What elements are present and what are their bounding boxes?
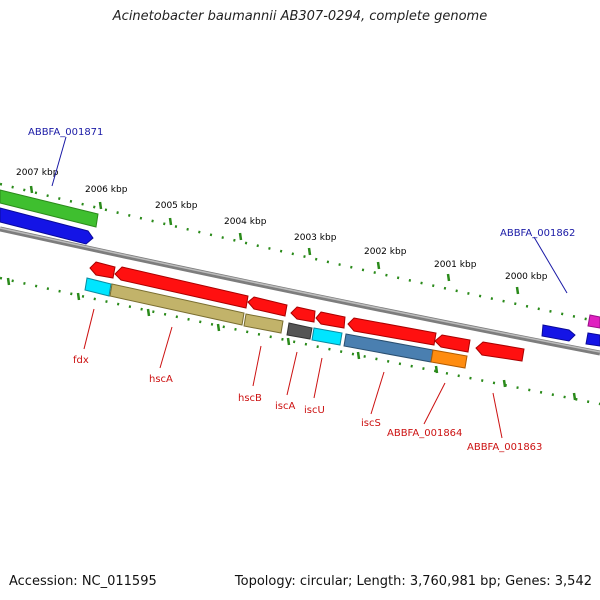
gene-box-iscU-cyan xyxy=(311,327,343,346)
gene-box-hscA-khaki xyxy=(109,283,245,326)
outer-major-ticks xyxy=(29,185,520,295)
leader-line-iscA xyxy=(286,351,298,396)
leader-line-ABBFA_001871 xyxy=(51,136,67,187)
gene-arrow-red-5 xyxy=(315,311,346,329)
genome-summary-text: Topology: circular; Length: 3,760,981 bp… xyxy=(234,574,592,589)
gene-label-ABBFA_001862: ABBFA_001862 xyxy=(500,228,575,239)
leader-line-hscB xyxy=(252,345,262,387)
tick-label-2001: 2001 kbp xyxy=(434,260,477,270)
gene-label-hscB: hscB xyxy=(238,393,262,404)
leader-line-ABBFA_001864 xyxy=(423,382,446,425)
forward-gene-blue-left xyxy=(0,207,94,245)
leader-line-iscU xyxy=(313,357,323,399)
gene-label-iscS: iscS xyxy=(361,418,381,429)
gene-label-ABBFA_001871: ABBFA_001871 xyxy=(28,127,103,138)
gene-label-iscA: iscA xyxy=(275,401,295,412)
tick-label-2000: 2000 kbp xyxy=(505,272,548,282)
gene-box-hscB-khaki xyxy=(243,313,284,334)
gene-arrow-iscS-red xyxy=(347,317,437,346)
forward-gene-green xyxy=(0,189,99,228)
tick-label-2006: 2006 kbp xyxy=(85,185,128,195)
gene-box-iscA-gray xyxy=(286,322,313,340)
gene-arrow-red-1 xyxy=(89,261,116,279)
outer-tick-ring xyxy=(0,182,600,324)
gene-box-fdx-cyan xyxy=(84,277,112,297)
forward-gene-blue-right xyxy=(541,324,576,342)
forward-gene-magenta-edge xyxy=(587,314,600,329)
gene-arrow-red-7 xyxy=(434,334,471,353)
gene-arrow-red-4 xyxy=(290,306,316,323)
tick-label-2007: 2007 kbp xyxy=(16,168,59,178)
leader-line-fdx xyxy=(83,308,95,350)
leader-line-ABBFA_001863 xyxy=(492,392,503,439)
map-title: Acinetobacter baumannii AB307-0294, comp… xyxy=(112,9,488,24)
tick-label-2002: 2002 kbp xyxy=(364,247,407,257)
tick-label-2003: 2003 kbp xyxy=(294,233,337,243)
gene-label-fdx: fdx xyxy=(73,355,89,366)
leader-line-iscS xyxy=(370,371,385,415)
leader-line-ABBFA_001862 xyxy=(533,236,568,294)
inner-tick-ring xyxy=(0,276,600,406)
forward-gene-blue-edge xyxy=(585,332,600,347)
tick-label-2004: 2004 kbp xyxy=(224,217,267,227)
tick-label-2005: 2005 kbp xyxy=(155,201,198,211)
gene-arrow-hscA-red xyxy=(114,266,249,309)
gene-arrow-red-3 xyxy=(247,296,288,317)
inner-major-ticks xyxy=(6,277,577,401)
gene-label-ABBFA_001864: ABBFA_001864 xyxy=(387,428,462,439)
gene-box-001864-orange xyxy=(430,349,468,369)
accession-text: Accession: NC_011595 xyxy=(9,574,157,589)
leader-line-hscA xyxy=(159,326,173,369)
genome-backbone-highlight xyxy=(0,227,600,353)
gene-label-hscA: hscA xyxy=(149,374,173,385)
gene-label-iscU: iscU xyxy=(304,405,325,416)
gene-label-ABBFA_001863: ABBFA_001863 xyxy=(467,442,542,453)
gene-arrow-red-8 xyxy=(475,341,525,362)
genome-backbone xyxy=(0,226,600,356)
